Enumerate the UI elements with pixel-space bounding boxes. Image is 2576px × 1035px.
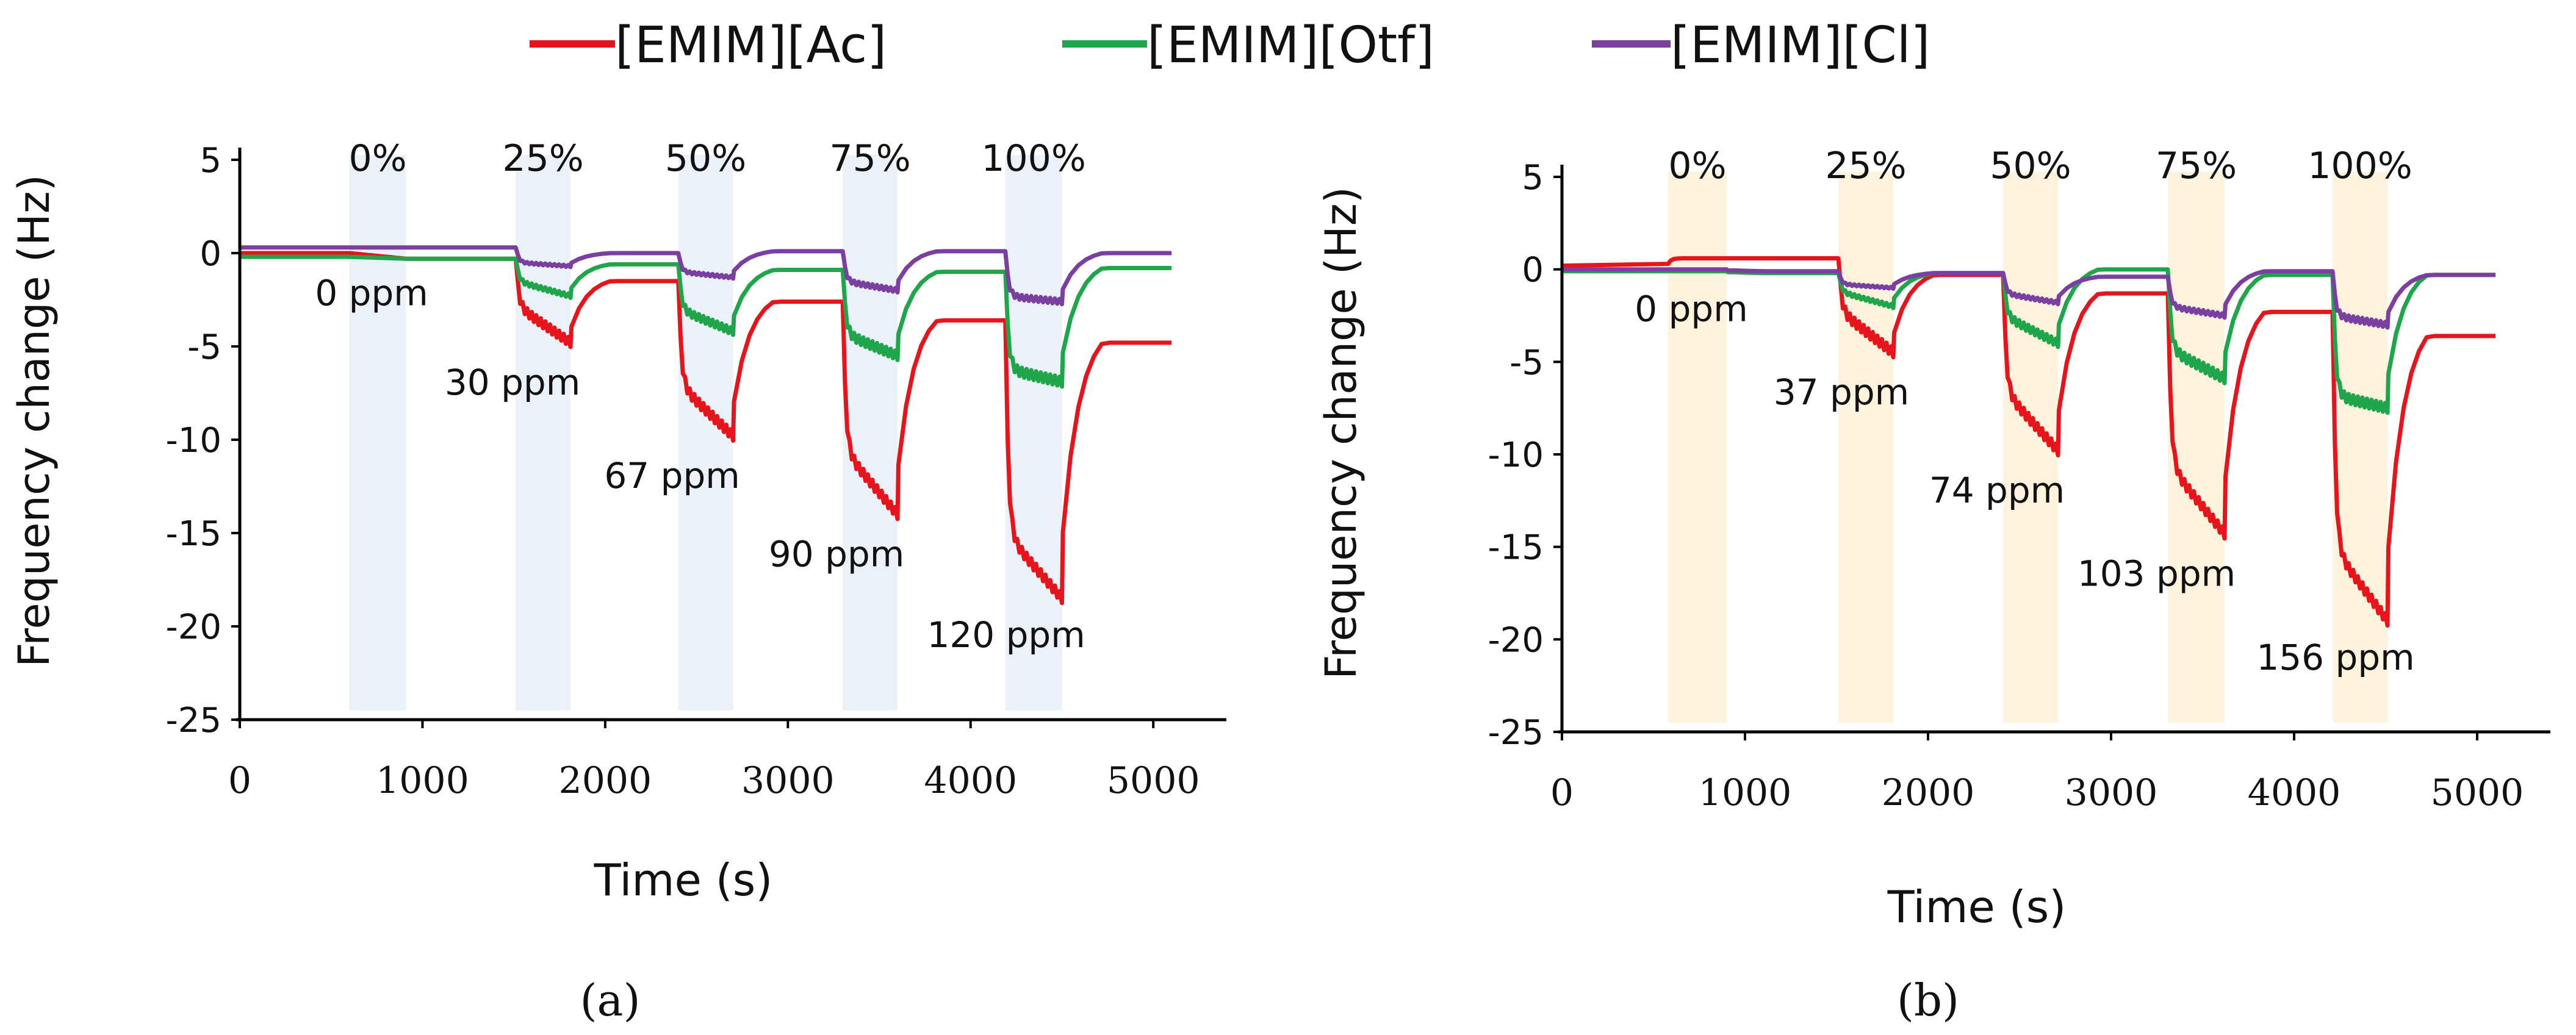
series-line-emimotf xyxy=(240,254,1172,389)
y-tick-label: 0 xyxy=(1522,251,1544,290)
concentration-label: 120 ppm xyxy=(927,614,1085,656)
x-tick-label: 2000 xyxy=(1882,772,1975,814)
exposure-shade xyxy=(2003,172,2058,723)
x-tick-label: 5000 xyxy=(2431,772,2524,814)
series-line-emimcl xyxy=(240,245,1172,307)
exposure-shade xyxy=(1668,172,1727,723)
panel-caption: (a) xyxy=(580,975,640,1026)
exposure-percent-label: 100% xyxy=(981,137,1086,180)
y-tick-label: 5 xyxy=(200,141,221,181)
exposure-percent-label: 25% xyxy=(1825,145,1906,187)
exposure-percent-label: 75% xyxy=(2156,145,2237,187)
concentration-label: 103 ppm xyxy=(2078,553,2236,594)
x-tick-label: 1000 xyxy=(1699,772,1792,814)
shaded-regions xyxy=(1668,172,2387,723)
concentration-label: 37 ppm xyxy=(1774,371,1909,413)
legend-entry-ac: [EMIM][Ac] xyxy=(530,16,887,74)
x-tick-label: 4000 xyxy=(924,759,1017,802)
y-tick-label: -25 xyxy=(1488,713,1544,753)
x-tick-label: 1000 xyxy=(376,759,469,802)
exposure-percent-label: 50% xyxy=(1990,145,2071,187)
chart-panel-b: 50-5-10-15-20-250 1000 2000 3000 4000 5000 0%… xyxy=(1316,145,2550,1026)
plot-lines xyxy=(240,245,1172,606)
concentration-label: 74 ppm xyxy=(1929,470,2065,511)
exposure-percent-label: 100% xyxy=(2308,145,2412,187)
x-tick-label: 3000 xyxy=(741,759,835,802)
panel-caption: (b) xyxy=(1897,975,1959,1026)
exposure-shade xyxy=(1838,172,1893,723)
exposure-percent-label: 50% xyxy=(665,137,746,180)
exposure-percent-label: 0% xyxy=(1668,145,1726,187)
y-tick-label: -25 xyxy=(166,701,221,740)
y-tick-label: -15 xyxy=(1488,528,1544,568)
y-tick-label: -5 xyxy=(1509,343,1544,382)
concentration-label: 0 ppm xyxy=(315,273,428,314)
y-axis-label: Frequency change (Hz) xyxy=(9,174,59,667)
y-tick-label: -10 xyxy=(1488,435,1544,475)
legend-entry-cl: [EMIM][Cl] xyxy=(1592,16,1930,74)
axes: 50-5-10-15-20-250 1000 2000 3000 4000 5000 xyxy=(166,141,1226,802)
exposure-shade xyxy=(349,155,406,711)
axes: 50-5-10-15-20-250 1000 2000 3000 4000 5000 xyxy=(1488,158,2550,814)
legend-label-ac: [EMIM][Ac] xyxy=(615,16,887,74)
concentration-label: 156 ppm xyxy=(2256,637,2414,678)
y-tick-label: -10 xyxy=(166,421,221,460)
exposure-shade xyxy=(516,155,570,711)
concentration-label: 67 ppm xyxy=(604,455,739,496)
annotations: 0% 0 ppm 25% 30 ppm 50% 67 ppm 75% 90 ppm 100% 12… xyxy=(315,137,1086,656)
y-tick-label: 5 xyxy=(1522,158,1544,198)
y-tick-label: 0 xyxy=(200,234,221,274)
concentration-label: 90 ppm xyxy=(769,533,904,575)
y-tick-label: -20 xyxy=(166,607,221,647)
y-axis-label: Frequency change (Hz) xyxy=(1316,187,1366,679)
y-tick-label: -5 xyxy=(187,328,221,367)
exposure-percent-label: 75% xyxy=(829,137,910,180)
x-tick-label: 5000 xyxy=(1107,759,1200,802)
y-tick-label: -15 xyxy=(166,514,221,554)
x-tick-label: 0 xyxy=(228,759,251,802)
exposure-shade xyxy=(843,155,898,711)
x-axis-label: Time (s) xyxy=(1887,881,2067,933)
exposure-shade xyxy=(2333,172,2387,723)
series-line-emimac xyxy=(1561,256,2495,628)
concentration-label: 30 ppm xyxy=(445,362,580,403)
exposure-percent-label: 0% xyxy=(348,137,406,180)
exposure-shade xyxy=(1005,155,1062,711)
y-tick-label: -20 xyxy=(1488,620,1544,660)
legend-label-cl: [EMIM][Cl] xyxy=(1671,16,1930,74)
x-tick-label: 4000 xyxy=(2248,772,2341,814)
x-tick-label: 0 xyxy=(1550,772,1574,814)
legend-entry-otf: [EMIM][Otf] xyxy=(1062,16,1434,74)
legend: [EMIM][Ac] [EMIM][Otf] [EMIM][Cl] xyxy=(530,16,1930,74)
exposure-percent-label: 25% xyxy=(502,137,583,180)
x-axis-label: Time (s) xyxy=(594,854,773,906)
series-line-emimcl xyxy=(1562,267,2495,330)
plot-lines xyxy=(1561,256,2495,628)
x-tick-label: 3000 xyxy=(2065,772,2158,814)
x-tick-label: 2000 xyxy=(559,759,652,802)
annotations: 0% 0 ppm 25% 37 ppm 50% 74 ppm 75% 103 ppm 100% 1… xyxy=(1635,145,2414,678)
chart-panel-a: 50-5-10-15-20-250 1000 2000 3000 4000 5000 0%… xyxy=(9,137,1226,1026)
legend-label-otf: [EMIM][Otf] xyxy=(1147,16,1434,74)
concentration-label: 0 ppm xyxy=(1635,288,1747,330)
exposure-shade xyxy=(2168,172,2225,723)
